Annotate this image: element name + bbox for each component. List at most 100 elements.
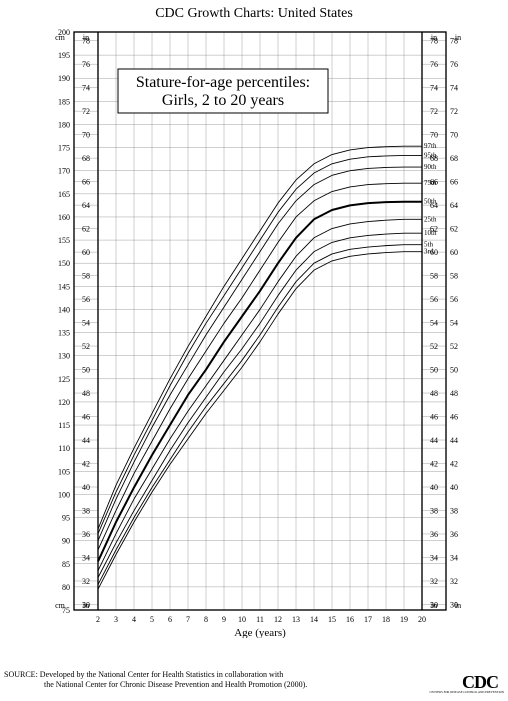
source-line1: SOURCE: Developed by the National Center… — [4, 670, 283, 679]
chart-title: CDC Growth Charts: United States — [0, 6, 508, 22]
svg-text:46: 46 — [430, 413, 438, 422]
svg-text:34: 34 — [430, 553, 438, 562]
svg-text:76: 76 — [82, 60, 90, 69]
svg-text:19: 19 — [400, 615, 408, 624]
svg-text:Age (years): Age (years) — [234, 627, 286, 638]
svg-text:70: 70 — [82, 131, 90, 140]
svg-text:80: 80 — [62, 583, 70, 592]
svg-text:3: 3 — [114, 615, 118, 624]
svg-text:40: 40 — [82, 483, 90, 492]
source-citation: SOURCE: Developed by the National Center… — [4, 670, 354, 689]
svg-text:150: 150 — [58, 259, 70, 268]
svg-text:17: 17 — [364, 615, 372, 624]
svg-text:48: 48 — [430, 389, 438, 398]
svg-text:50: 50 — [82, 366, 90, 375]
svg-text:5th: 5th — [424, 241, 433, 249]
svg-text:195: 195 — [58, 51, 70, 60]
svg-text:32: 32 — [450, 577, 458, 586]
svg-text:90th: 90th — [424, 163, 437, 171]
svg-text:in: in — [83, 33, 89, 42]
svg-text:8: 8 — [204, 615, 208, 624]
svg-text:135: 135 — [58, 329, 70, 338]
svg-text:34: 34 — [450, 553, 458, 562]
svg-text:38: 38 — [82, 506, 90, 515]
svg-text:38: 38 — [430, 506, 438, 515]
svg-text:42: 42 — [82, 460, 90, 469]
svg-text:46: 46 — [450, 413, 458, 422]
svg-text:9: 9 — [222, 615, 226, 624]
svg-text:155: 155 — [58, 236, 70, 245]
svg-text:in: in — [83, 601, 89, 610]
svg-text:20: 20 — [418, 615, 426, 624]
svg-text:56: 56 — [450, 295, 458, 304]
svg-text:13: 13 — [292, 615, 300, 624]
svg-text:40: 40 — [430, 483, 438, 492]
svg-text:74: 74 — [450, 84, 458, 93]
svg-text:10th: 10th — [424, 229, 437, 237]
svg-text:16: 16 — [346, 615, 354, 624]
svg-text:in: in — [431, 33, 437, 42]
svg-text:110: 110 — [58, 444, 70, 453]
svg-text:42: 42 — [450, 460, 458, 469]
cdc-logo-subtitle: CENTERS FOR DISEASE CONTROL AND PREVENTI… — [430, 690, 504, 694]
svg-text:cm: cm — [55, 601, 66, 610]
svg-text:62: 62 — [82, 225, 90, 234]
svg-text:36: 36 — [450, 530, 458, 539]
svg-text:18: 18 — [382, 615, 390, 624]
svg-text:58: 58 — [450, 272, 458, 281]
svg-text:60: 60 — [450, 248, 458, 257]
svg-text:52: 52 — [82, 342, 90, 351]
svg-text:180: 180 — [58, 120, 70, 129]
svg-text:85: 85 — [62, 560, 70, 569]
svg-text:130: 130 — [58, 352, 70, 361]
svg-text:74: 74 — [430, 84, 438, 93]
svg-text:76: 76 — [430, 60, 438, 69]
svg-text:48: 48 — [82, 389, 90, 398]
svg-text:90: 90 — [62, 537, 70, 546]
svg-text:36: 36 — [430, 530, 438, 539]
svg-text:34: 34 — [82, 553, 90, 562]
svg-text:54: 54 — [82, 319, 90, 328]
svg-text:4: 4 — [132, 615, 136, 624]
svg-text:44: 44 — [450, 436, 458, 445]
svg-text:68: 68 — [82, 154, 90, 163]
svg-text:25th: 25th — [424, 215, 437, 223]
svg-text:40: 40 — [450, 483, 458, 492]
svg-text:72: 72 — [430, 107, 438, 116]
svg-text:32: 32 — [430, 577, 438, 586]
svg-text:6: 6 — [168, 615, 172, 624]
svg-text:14: 14 — [310, 615, 318, 624]
svg-text:in: in — [431, 601, 437, 610]
svg-text:170: 170 — [58, 167, 70, 176]
svg-text:48: 48 — [450, 389, 458, 398]
svg-text:Stature-for-age percentiles:: Stature-for-age percentiles: — [136, 74, 310, 91]
svg-text:95th: 95th — [424, 151, 437, 159]
svg-text:5: 5 — [150, 615, 154, 624]
svg-text:62: 62 — [450, 225, 458, 234]
svg-text:56: 56 — [82, 295, 90, 304]
svg-text:60: 60 — [82, 248, 90, 257]
growth-chart: 2345678910111213141516171819207580859095… — [34, 28, 486, 638]
svg-text:7: 7 — [186, 615, 190, 624]
svg-text:in: in — [455, 601, 461, 610]
svg-text:190: 190 — [58, 74, 70, 83]
svg-text:145: 145 — [58, 282, 70, 291]
svg-text:36: 36 — [82, 530, 90, 539]
svg-text:46: 46 — [82, 413, 90, 422]
svg-text:44: 44 — [82, 436, 90, 445]
svg-text:95: 95 — [62, 514, 70, 523]
svg-text:11: 11 — [256, 615, 264, 624]
svg-text:165: 165 — [58, 190, 70, 199]
svg-text:50: 50 — [450, 366, 458, 375]
svg-text:32: 32 — [82, 577, 90, 586]
svg-text:54: 54 — [450, 319, 458, 328]
svg-text:56: 56 — [430, 295, 438, 304]
svg-text:64: 64 — [82, 201, 90, 210]
svg-text:100: 100 — [58, 490, 70, 499]
svg-text:cm: cm — [55, 33, 66, 42]
svg-text:12: 12 — [274, 615, 282, 624]
svg-text:15: 15 — [328, 615, 336, 624]
svg-text:54: 54 — [430, 319, 438, 328]
svg-text:58: 58 — [82, 272, 90, 281]
svg-text:52: 52 — [430, 342, 438, 351]
